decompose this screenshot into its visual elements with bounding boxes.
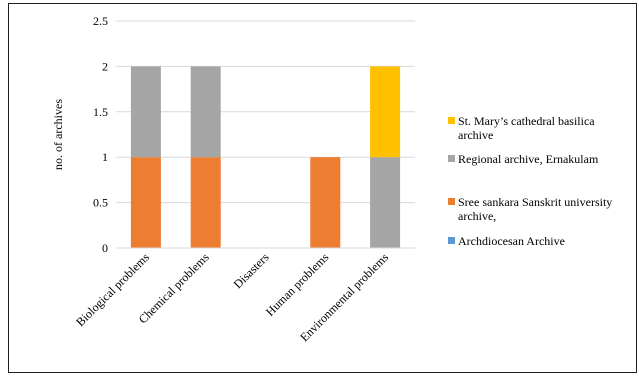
- y-tick-label: 1.5: [93, 105, 108, 119]
- legend-swatch: [448, 198, 455, 205]
- bar-segment: [370, 157, 401, 248]
- y-tick-label: 1: [102, 150, 108, 164]
- y-tick-label: 0: [102, 241, 108, 255]
- y-tick-label: 2: [102, 59, 108, 73]
- bar-segment: [370, 66, 401, 158]
- legend-label: Regional archive, Ernakulam: [458, 152, 599, 166]
- bar-segment: [190, 157, 221, 248]
- legend-swatch: [448, 117, 455, 124]
- legend-label: Sree sankara Sanskrit university archive,: [458, 195, 612, 223]
- legend-swatch: [448, 155, 455, 162]
- bar-segment: [310, 157, 341, 248]
- bar-segment: [190, 66, 221, 158]
- x-tick-label: Human problems: [263, 250, 332, 319]
- bar-segment: [130, 66, 161, 158]
- y-tick-label: 0.5: [93, 196, 108, 210]
- bar-segment: [130, 157, 161, 248]
- y-axis-label: no. of archives: [51, 99, 65, 170]
- legend-label: Archdiocesan Archive: [458, 234, 565, 248]
- legend-swatch: [448, 237, 455, 244]
- legend-label: St. Mary’s cathedral basilica archive: [458, 114, 595, 142]
- x-tick-label: Disasters: [231, 250, 272, 291]
- y-tick-label: 2.5: [93, 14, 108, 28]
